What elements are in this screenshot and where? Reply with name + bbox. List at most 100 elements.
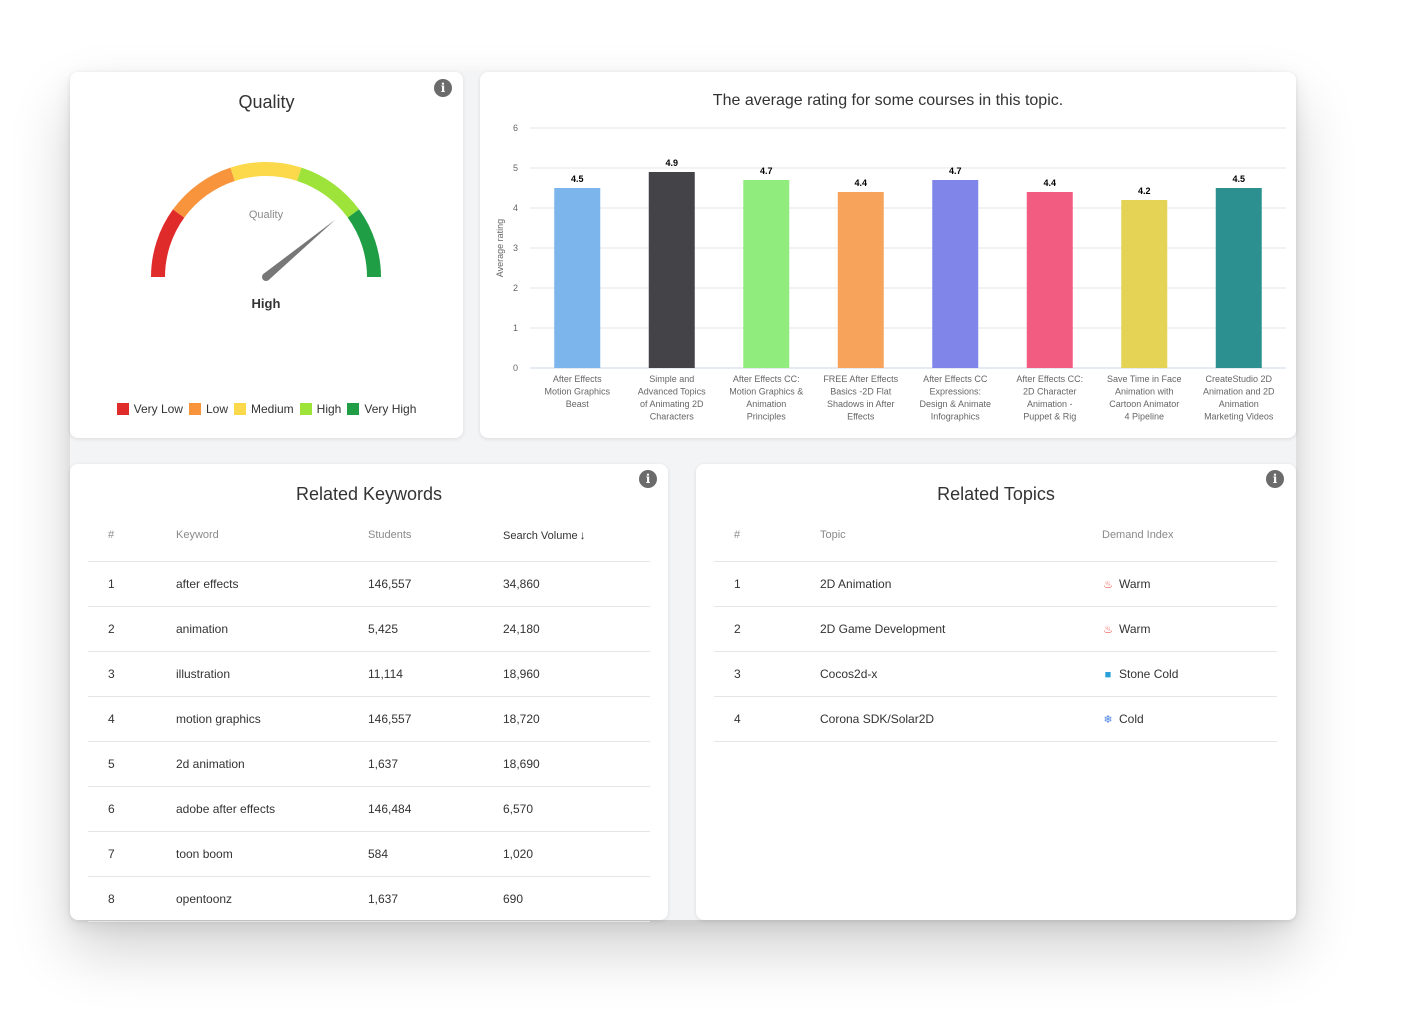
search-volume-cell: 24,180 [502,606,650,652]
bar[interactable] [837,192,884,368]
topics-title: Related Topics [937,484,1055,504]
keyword-cell[interactable]: toon boom [175,831,367,877]
fire-icon: ♨ [1103,579,1113,591]
x-tick-label: After Effects CC: Motion Graphics & Animat… [729,374,803,422]
header-search-volume[interactable]: Search Volume ↓ [502,509,650,562]
bar[interactable] [743,180,790,368]
topic-cell[interactable]: 2D Game Development [819,606,1101,652]
info-icon[interactable]: i [1266,470,1284,488]
sort-down-icon[interactable]: ↓ [579,528,586,542]
students-cell: 1,637 [367,741,502,787]
keywords-table: # Keyword Students Search Volume ↓ 1 after… [88,509,650,922]
legend-swatch [233,403,246,415]
demand-index-cell: ♨ Warm [1101,561,1277,607]
y-tick-label: 5 [513,163,518,173]
info-icon[interactable]: i [639,470,657,488]
y-axis-label: Average rating [495,219,505,277]
legend-item-very-low[interactable]: Very Low [116,402,183,416]
table-row[interactable]: 5 2d animation 1,637 18,690 [88,741,650,787]
bar-data-label: 4.4 [854,178,867,188]
keyword-cell[interactable]: illustration [175,651,367,697]
x-tick-label: After Effects CC: 2D Character Animation -… [1016,374,1083,422]
bar[interactable] [648,172,695,368]
keyword-cell[interactable]: after effects [175,561,367,607]
students-cell: 1,637 [367,876,502,922]
chart-title: The average rating for some courses in t… [712,92,1064,109]
keyword-cell[interactable]: motion graphics [175,696,367,742]
quality-gauge: Quality High [151,162,381,311]
search-volume-cell: 18,690 [502,741,650,787]
students-cell: 11,114 [367,651,502,697]
y-tick-label: 1 [513,323,518,333]
table-row[interactable]: 3 illustration 11,114 18,960 [88,651,650,697]
table-row[interactable]: 7 toon boom 584 1,020 [88,831,650,877]
bar[interactable] [554,188,601,368]
table-row[interactable]: 8 opentoonz 1,637 690 [88,876,650,922]
topic-cell[interactable]: Corona SDK/Solar2D [819,696,1101,742]
gauge-value-label: High [252,296,281,311]
legend-swatch [116,403,129,415]
bar-data-label: 4.9 [665,158,678,168]
legend-item-high[interactable]: High [299,402,342,416]
bar[interactable] [1026,192,1073,368]
table-row[interactable]: 2 2D Game Development ♨ Warm [714,606,1277,652]
legend-swatch [347,403,360,415]
row-number: 1 [714,561,819,607]
quality-title: Quality [238,92,295,112]
row-number: 2 [88,606,175,652]
table-row[interactable]: 6 adobe after effects 146,484 6,570 [88,786,650,832]
demand-index-cell: ❄ Cold [1101,696,1277,742]
demand-label: Warm [1119,622,1151,636]
table-row[interactable]: 2 animation 5,425 24,180 [88,606,650,652]
keyword-cell[interactable]: opentoonz [175,876,367,922]
keyword-cell[interactable]: adobe after effects [175,786,367,832]
header-demand-index[interactable]: Demand Index [1101,509,1277,562]
bar-data-label: 4.5 [571,174,584,184]
legend-swatch [188,403,201,415]
header-num: # [88,509,175,562]
info-icon[interactable]: i [434,79,452,97]
legend-item-medium[interactable]: Medium [233,402,294,416]
search-volume-cell: 18,960 [502,651,650,697]
table-row[interactable]: 4 motion graphics 146,557 18,720 [88,696,650,742]
legend-label: Low [205,402,228,416]
header-search-volume-label: Search Volume [503,530,578,542]
rating-bar-chart: 0 1 2 3 4 5 6 Average rating 4.5 After Effects Mot… [495,123,1286,422]
header-num: # [714,509,819,562]
x-tick-label: Simple and Advanced Topics of Animating 2D… [638,374,706,422]
table-row[interactable]: 3 Cocos2d-x ■ Stone Cold [714,651,1277,697]
keyword-cell[interactable]: animation [175,606,367,652]
row-number: 3 [714,651,819,697]
related-keywords-card: Related Keywords i # Keyword Students Se… [70,464,668,922]
gauge-label: Quality [249,209,284,221]
y-tick-label: 3 [513,243,518,253]
demand-index-cell: ♨ Warm [1101,606,1277,652]
table-row[interactable]: 4 Corona SDK/Solar2D ❄ Cold [714,696,1277,742]
gauge-needle [262,219,336,281]
bar-data-label: 4.7 [760,166,773,176]
legend-item-low[interactable]: Low [188,402,228,416]
ice-cube-icon: ■ [1104,669,1112,681]
bar-data-label: 4.4 [1043,178,1056,188]
students-cell: 146,484 [367,786,502,832]
row-number: 4 [88,696,175,742]
table-row[interactable]: 1 after effects 146,557 34,860 [88,561,650,607]
header-keyword[interactable]: Keyword [175,509,367,562]
header-students[interactable]: Students [367,509,502,562]
bar[interactable] [1215,188,1262,368]
bar[interactable] [932,180,979,368]
topic-cell[interactable]: Cocos2d-x [819,651,1101,697]
fire-icon: ♨ [1103,624,1113,636]
header-topic[interactable]: Topic [819,509,1101,562]
keyword-cell[interactable]: 2d animation [175,741,367,787]
dashboard-frame: Quality i Quality High Very Low Low Medium… [70,72,1296,922]
legend-label: High [316,402,342,416]
demand-label: Cold [1119,712,1144,726]
topic-cell[interactable]: 2D Animation [819,561,1101,607]
gauge-band-very-low [151,209,185,277]
table-row[interactable]: 1 2D Animation ♨ Warm [714,561,1277,607]
demand-label: Warm [1119,577,1151,591]
bar[interactable] [1121,200,1168,368]
quality-card: Quality i Quality High Very Low Low Medium… [70,72,463,438]
legend-item-very-high[interactable]: Very High [347,402,416,416]
